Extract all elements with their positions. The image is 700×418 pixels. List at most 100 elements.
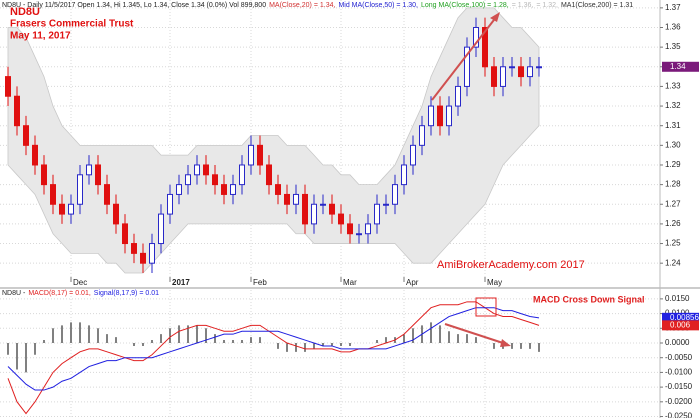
candle-body (113, 203, 119, 225)
header-title: ND8U - Daily 11/5/2017 Open 1.34, Hi 1.3… (2, 2, 266, 9)
annotation: Frasers Commercial Trust (10, 19, 134, 30)
y-tick-label: 1.33 (665, 82, 681, 91)
candle-body (68, 203, 74, 215)
candle-body (311, 203, 317, 225)
y-tick-label: 1.31 (665, 121, 681, 130)
legend-entry: MACD(8,17) = 0.01, (28, 290, 90, 297)
arrow-head (500, 339, 511, 347)
y-tick-label: -0.0100 (665, 368, 693, 377)
candle-body (203, 164, 209, 176)
candle-body (77, 174, 83, 205)
header-item: = 1.36, (512, 2, 534, 9)
annotation: ND8U (10, 6, 40, 18)
candle-body (14, 95, 20, 127)
last-value-tag (662, 320, 699, 331)
band-area (7, 7, 540, 274)
candle-body (221, 184, 227, 195)
candle-body (437, 105, 443, 127)
header-item: Long MA(Close,100) = 1.28, (421, 2, 509, 9)
arrow (444, 323, 507, 345)
y-tick-label: -0.0050 (665, 353, 693, 362)
candle-body (59, 203, 65, 215)
header-item: Mid MA(Close,50) = 1.30, (338, 2, 418, 9)
candle-body (356, 233, 362, 236)
y-tick-label: 0.0000 (665, 338, 690, 347)
panel-header: ND8U - MACD(8,17) = 0.01, Signal(8,17,9) =… (2, 290, 159, 297)
candle-body (338, 213, 344, 225)
x-tick-label: Apr (406, 278, 419, 287)
candle-body (536, 66, 542, 69)
y-tick-label: 1.27 (665, 199, 681, 208)
candle-body (131, 243, 137, 254)
candle-body (482, 26, 488, 68)
candle-body (266, 164, 272, 186)
candle-body (185, 174, 191, 186)
last-value-label: 0.00856 (670, 313, 699, 322)
x-tick-label: Mar (343, 278, 357, 287)
candle-body (446, 105, 452, 127)
y-tick-label: 1.30 (665, 140, 681, 149)
y-tick-label: 1.24 (665, 258, 681, 267)
y-tick-label: -0.0250 (665, 412, 693, 418)
candle-body (383, 203, 389, 206)
candle-body (401, 164, 407, 186)
candle-body (410, 144, 416, 166)
candle-body (527, 66, 533, 78)
y-tick-label: 1.35 (665, 42, 681, 51)
candle-body (104, 184, 110, 205)
y-tick-label: 1.26 (665, 219, 681, 228)
candle-body (392, 184, 398, 205)
candle-body (284, 193, 290, 205)
last-value-label: 1.34 (670, 62, 686, 71)
panel-title: ND8U - (2, 290, 26, 297)
series-line (7, 307, 540, 391)
candle-body (230, 184, 236, 195)
y-tick-label: -0.0200 (665, 397, 693, 406)
candle-body (140, 252, 146, 264)
candle-body (473, 26, 479, 48)
y-tick-label: 1.25 (665, 239, 681, 248)
candle-body (248, 144, 254, 166)
candle-body (167, 193, 173, 215)
header-item: MA(Close,20) = 1.34, (269, 2, 335, 9)
candle-body (329, 203, 335, 215)
candle-body (419, 125, 425, 146)
last-value-label: 0.006 (670, 320, 691, 329)
candle-body (257, 144, 263, 166)
header-item: = 1.32, (536, 2, 558, 9)
header-item: MA1(Close,200) = 1.31 (561, 2, 633, 9)
candle-body (239, 164, 245, 186)
arrows (431, 12, 511, 347)
candle-body (86, 164, 92, 176)
candle-body (149, 243, 155, 264)
candle-body (158, 213, 164, 245)
candle-body (302, 193, 308, 225)
y-tick-label: 1.28 (665, 180, 681, 189)
candle-body (41, 164, 47, 186)
legend-entry: Signal(8,17,9) = 0.01 (94, 290, 159, 297)
y-tick-label: 1.37 (665, 3, 681, 12)
annotation: AmiBrokerAcademy.com 2017 (437, 259, 585, 271)
annotation: MACD Cross Down Signal (533, 294, 645, 304)
candle-body (194, 164, 200, 176)
candle-body (320, 203, 326, 206)
candle-body (509, 66, 515, 69)
arrow-head (490, 12, 500, 22)
candle-body (518, 66, 524, 78)
x-tick-label: May (487, 278, 502, 287)
y-tick-label: 0.0150 (665, 294, 690, 303)
candle-body (500, 66, 506, 87)
header: ND8U - Daily 11/5/2017 Open 1.34, Hi 1.3… (2, 2, 633, 9)
candle-body (428, 105, 434, 127)
candle-body (50, 184, 56, 205)
candle-body (455, 85, 461, 107)
y-tick-label: 1.29 (665, 160, 681, 169)
candle-body (275, 184, 281, 195)
y-tick-label: -0.0150 (665, 382, 693, 391)
candle-body (212, 174, 218, 186)
candle-body (374, 203, 380, 225)
annotation: May 11, 2017 (10, 31, 71, 42)
candle-body (365, 223, 371, 235)
candle-body (95, 164, 101, 186)
